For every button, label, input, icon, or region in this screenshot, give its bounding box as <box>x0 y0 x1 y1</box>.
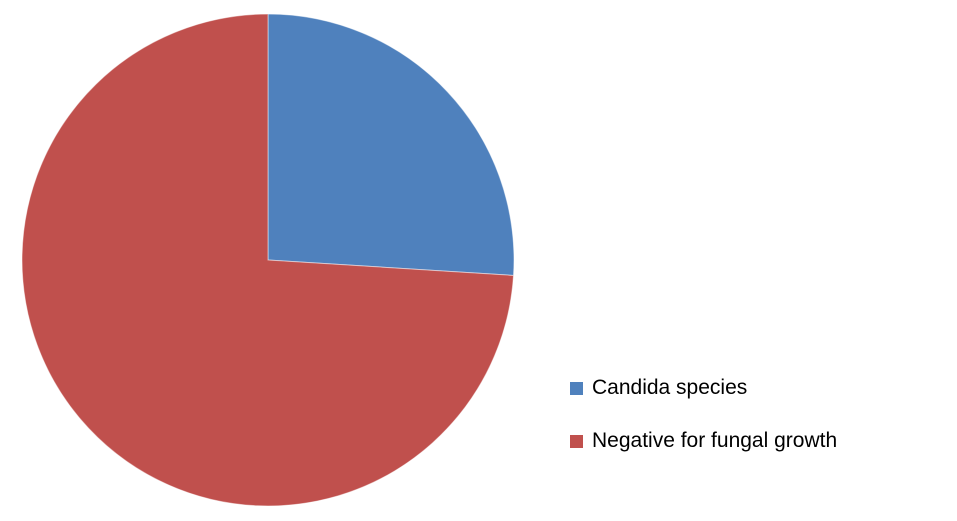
legend-label-candida-species: Candida species <box>592 376 748 399</box>
legend: Candida species Negative for fungal grow… <box>570 375 837 481</box>
pie-chart <box>21 13 515 507</box>
legend-swatch-negative-for-fungal-growth <box>570 434 583 448</box>
legend-item-candida-species: Candida species <box>570 375 837 401</box>
pie-slice-candida-species <box>267 13 515 276</box>
pie-slice-negative-for-fungal-growth <box>21 13 515 507</box>
legend-label-negative-for-fungal-growth: Negative for fungal growth <box>592 429 838 452</box>
legend-item-negative-for-fungal-growth: Negative for fungal growth <box>570 428 837 454</box>
pie-svg <box>21 13 515 507</box>
legend-swatch-candida-species <box>570 381 583 395</box>
